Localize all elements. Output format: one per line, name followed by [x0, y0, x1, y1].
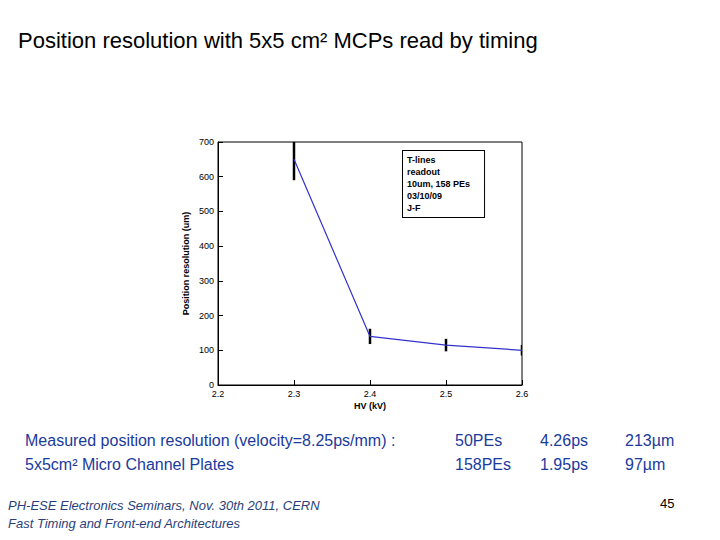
html-text:158PEs: 158PEs — [455, 456, 511, 473]
html-text:4.26ps: 4.26ps — [540, 432, 588, 449]
svg-text:700: 700 — [199, 137, 214, 147]
svg-text:HV (kV): HV (kV) — [354, 401, 386, 411]
html-text:50PEs: 50PEs — [455, 432, 503, 449]
html-text:Measured position resolution (: Measured position resolution (velocity=8… — [25, 432, 396, 449]
svg-text:600: 600 — [199, 172, 214, 182]
svg-text:2.5: 2.5 — [440, 389, 453, 399]
html-text:45: 45 — [660, 496, 675, 511]
html-text:Fast Timing and Front-end Arch: Fast Timing and Front-end Architectures — [8, 516, 241, 531]
svg-text:J-F: J-F — [407, 203, 421, 213]
svg-text:2.3: 2.3 — [288, 389, 301, 399]
svg-text:2.6: 2.6 — [516, 389, 529, 399]
svg-text:300: 300 — [199, 276, 214, 286]
html-text:213µm: 213µm — [625, 432, 675, 449]
svg-text:T-lines: T-lines — [407, 155, 436, 165]
svg-text:100: 100 — [199, 345, 214, 355]
html-text:Position resolution with 5x5 c: Position resolution with 5x5 cm² MCPs re… — [18, 28, 538, 53]
svg-text:2.2: 2.2 — [212, 389, 225, 399]
svg-text:200: 200 — [199, 311, 214, 321]
svg-text:400: 400 — [199, 241, 214, 251]
svg-text:500: 500 — [199, 206, 214, 216]
svg-text:0: 0 — [209, 380, 214, 390]
html-text:1.95ps: 1.95ps — [540, 456, 588, 473]
svg-text:2.4: 2.4 — [364, 389, 377, 399]
svg-text:readout: readout — [407, 167, 440, 177]
html-text:PH-ESE Electronics Seminars, N: PH-ESE Electronics Seminars, Nov. 30th 2… — [8, 498, 320, 513]
svg-text:10um, 158 PEs: 10um, 158 PEs — [407, 179, 470, 189]
html-text:5x5cm² Micro Channel Plates: 5x5cm² Micro Channel Plates — [25, 456, 234, 473]
svg-text:Position resolution (um): Position resolution (um) — [181, 212, 191, 316]
html-text:97µm: 97µm — [625, 456, 666, 473]
svg-text:03/10/09: 03/10/09 — [407, 191, 442, 201]
